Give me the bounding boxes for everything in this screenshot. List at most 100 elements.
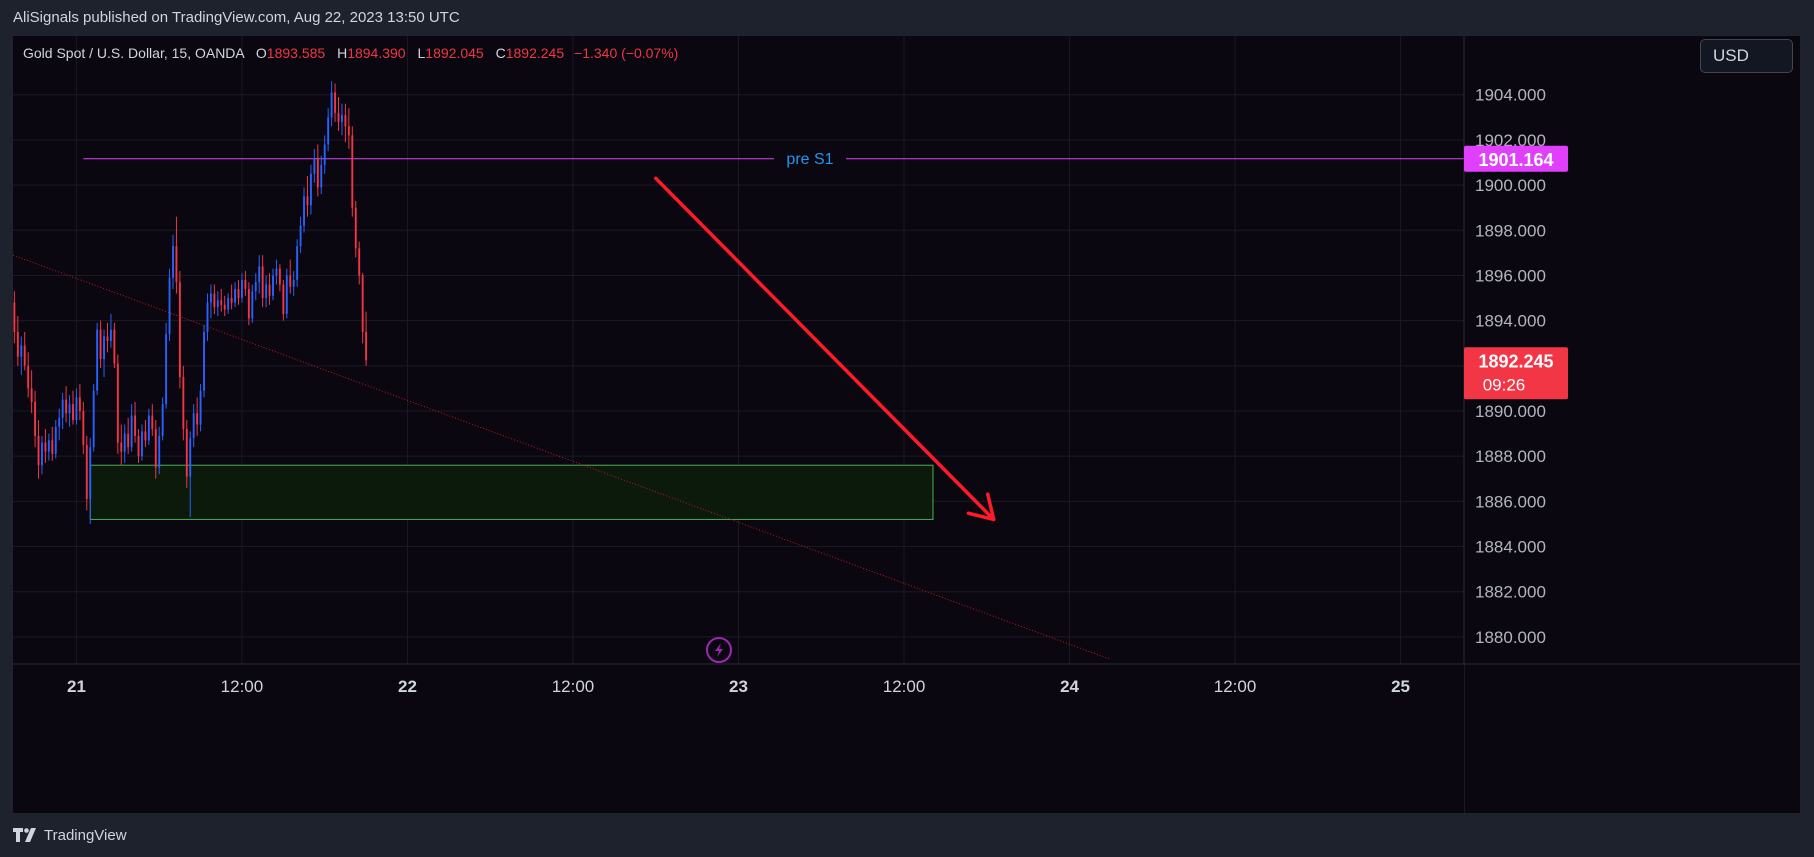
events [706, 637, 732, 663]
price-tick-label: 1894.000 [1475, 312, 1546, 331]
price-tick-label: 1900.000 [1475, 176, 1546, 195]
candle-body [289, 275, 292, 287]
candle [89, 438, 92, 524]
candle [361, 273, 364, 344]
candle-body [165, 334, 168, 405]
candle [78, 383, 81, 421]
time-axis[interactable] [13, 664, 1464, 813]
candle-body [172, 246, 174, 278]
candle-body [313, 157, 316, 174]
candle [209, 284, 212, 319]
chart-pane[interactable]: pre S1 1904.000 1902.000 1900.000 1898.000 1… [13, 36, 1800, 813]
candle [103, 329, 105, 378]
candle-body [316, 157, 319, 188]
price-tick-label: 1896.000 [1475, 266, 1546, 285]
chart-canvas[interactable]: pre S1 1904.0001902.0001900.0001898.0001… [13, 36, 1800, 813]
candle-body [182, 377, 185, 430]
time-axis-labels: 21 12:00 22 12:00 23 12:00 24 12:00 25 [67, 677, 1410, 696]
footer-brand[interactable]: TradingView [44, 826, 127, 844]
event-bolt [715, 643, 723, 657]
candle [268, 273, 271, 305]
candle [178, 270, 181, 389]
candle-body [265, 284, 268, 299]
candle-body [268, 284, 271, 296]
candle-body [189, 438, 192, 477]
candle-body [85, 444, 88, 500]
candle-body [192, 413, 195, 439]
candle [154, 420, 157, 479]
candle-body [158, 435, 161, 468]
candle-body [296, 246, 299, 280]
tradingview-logo-icon[interactable] [13, 828, 39, 842]
candle-body [323, 144, 326, 165]
candle-body [220, 300, 223, 305]
grid [13, 36, 1464, 664]
candle [351, 126, 354, 217]
price-axis-labels: 1904.000 1902.000 1900.000 1898.000 1896.000… [1475, 86, 1546, 647]
bar-countdown-label: 09:26 [1483, 375, 1526, 394]
candle-body [282, 284, 285, 314]
candle [323, 135, 326, 174]
candle-body [168, 277, 171, 335]
candle [223, 295, 226, 317]
candle [34, 390, 37, 448]
candle-body [351, 135, 354, 208]
candle [27, 352, 30, 398]
candle [313, 148, 316, 183]
last-price-badge [1464, 347, 1568, 400]
candle-body [23, 345, 26, 366]
close-value: 1892.245 [505, 45, 565, 61]
candle-body [47, 440, 50, 452]
low-value: 1892.045 [425, 45, 484, 61]
candle [292, 270, 295, 296]
low-label: L [417, 45, 426, 61]
candle-body [54, 426, 57, 454]
candle [182, 365, 185, 441]
candle [234, 282, 237, 308]
candle-body [247, 289, 250, 319]
candle-body [99, 329, 102, 360]
price-tick-label: 1884.000 [1475, 538, 1546, 557]
candle [41, 435, 43, 475]
candle-body [123, 433, 126, 452]
candle [127, 417, 130, 454]
demand-zone-layer [89, 464, 934, 520]
candle-body [209, 293, 212, 303]
projection-arrow-head [966, 492, 996, 522]
price-tick-label: 1904.000 [1475, 86, 1546, 105]
lightning-icon[interactable] [706, 637, 732, 663]
candle [354, 200, 357, 258]
candle-body [61, 399, 64, 418]
candle [113, 322, 116, 369]
candle-body [347, 126, 350, 136]
candle [123, 424, 126, 463]
price-tick-label: 1880.000 [1475, 628, 1546, 647]
candle-body [223, 304, 226, 310]
candle-body [130, 415, 133, 448]
time-tick-label: 12:00 [883, 677, 926, 696]
pivot-price-badge [1464, 145, 1568, 172]
symbol-name[interactable]: Gold Spot / U.S. Dollar, 15, OANDA [23, 45, 244, 61]
candle [96, 322, 99, 396]
candle [13, 291, 16, 344]
candle-body [113, 329, 116, 364]
projection-arrow-layer [653, 176, 996, 522]
price-tick-label: 1888.000 [1475, 447, 1546, 466]
candle [168, 268, 171, 341]
open-label: O [255, 45, 267, 61]
candle-body [292, 279, 295, 287]
candle [334, 83, 337, 122]
time-tick-label: 24 [1060, 677, 1079, 696]
currency-button[interactable]: USD [1700, 39, 1793, 73]
high-label: H [337, 45, 348, 61]
candle-body [244, 279, 247, 290]
candle [199, 383, 202, 432]
candle-body [51, 440, 54, 454]
candle-body [120, 442, 123, 452]
candle-body [137, 435, 140, 457]
candle [206, 293, 209, 341]
candle [306, 176, 309, 217]
candle-body [127, 433, 130, 448]
candle-body [320, 164, 323, 188]
event-ring [706, 637, 732, 663]
